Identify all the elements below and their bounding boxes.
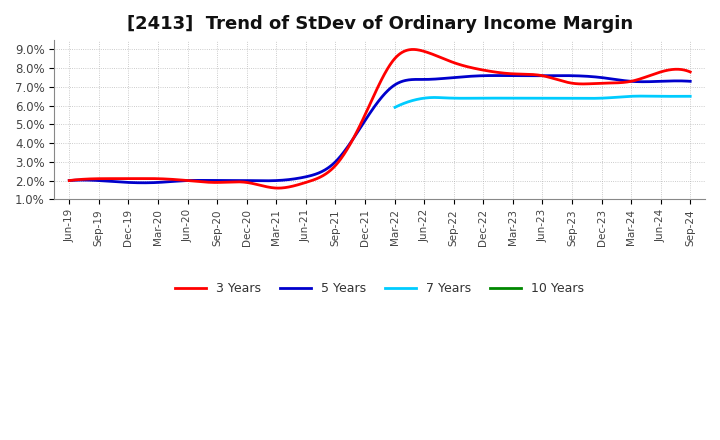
7 Years: [549, 95, 558, 101]
5 Years: [65, 178, 73, 183]
5 Years: [686, 79, 695, 84]
Legend: 3 Years, 5 Years, 7 Years, 10 Years: 3 Years, 5 Years, 7 Years, 10 Years: [170, 277, 590, 300]
3 Years: [492, 70, 501, 75]
3 Years: [562, 79, 570, 84]
7 Years: [479, 95, 487, 101]
Line: 7 Years: 7 Years: [395, 96, 690, 107]
5 Years: [128, 180, 137, 185]
7 Years: [637, 93, 646, 99]
3 Years: [550, 76, 559, 81]
3 Years: [686, 70, 695, 75]
7 Years: [391, 105, 400, 110]
5 Years: [562, 73, 570, 78]
5 Years: [490, 73, 499, 78]
Line: 5 Years: 5 Years: [69, 76, 690, 183]
7 Years: [580, 95, 589, 101]
5 Years: [550, 73, 559, 78]
3 Years: [409, 47, 418, 52]
7 Years: [580, 95, 588, 101]
Line: 3 Years: 3 Years: [69, 49, 690, 188]
Title: [2413]  Trend of StDev of Ordinary Income Margin: [2413] Trend of StDev of Ordinary Income…: [127, 15, 633, 33]
5 Years: [317, 169, 325, 175]
3 Years: [317, 174, 325, 180]
5 Years: [139, 180, 148, 185]
7 Years: [609, 95, 618, 100]
5 Years: [492, 73, 501, 78]
3 Years: [339, 153, 348, 158]
3 Years: [128, 176, 137, 181]
3 Years: [274, 185, 282, 191]
7 Years: [686, 94, 695, 99]
5 Years: [339, 150, 348, 155]
7 Years: [505, 95, 513, 101]
3 Years: [65, 178, 73, 183]
